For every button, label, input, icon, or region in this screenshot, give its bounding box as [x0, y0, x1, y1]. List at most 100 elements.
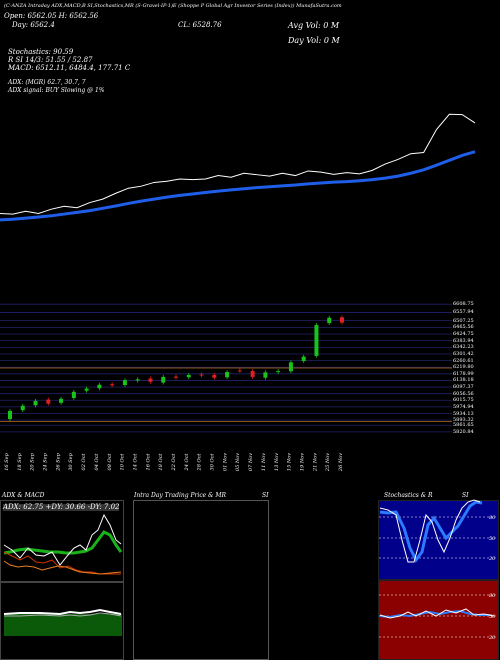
candle — [250, 371, 255, 377]
adx-panel-title: ADX & MACD — [2, 492, 45, 499]
stoch-title: Stochastics & R — [384, 492, 433, 499]
candle — [288, 362, 293, 372]
price-axis-label: 6342.23 — [453, 344, 474, 351]
rsi-blue-line — [379, 609, 490, 619]
price-axis-label: 5861.65 — [453, 422, 474, 429]
price-grid — [0, 303, 452, 433]
candle — [263, 372, 268, 378]
candle — [46, 399, 51, 404]
x-axis-label: 10 Oct — [120, 453, 126, 471]
x-axis-label: 30 Sep — [68, 452, 74, 470]
cl-label: CL: 6528.76 — [178, 21, 222, 29]
x-axis: 16 Sep 18 Sep 20 Sep 24 Sep 26 Sep 30 Sep 02 O… — [4, 452, 344, 472]
candle — [276, 371, 281, 373]
macd-signal-line — [4, 612, 122, 617]
x-axis-label: 24 Oct — [184, 453, 190, 472]
x-axis-label: 20 Sep — [30, 452, 36, 471]
x-axis-label: 24 Sep — [43, 452, 49, 471]
price-axis-label: 6056.56 — [453, 390, 474, 397]
candlestick-chart: 16 Sep 18 Sep 20 Sep 24 Sep 26 Sep 30 Sep 02 O… — [0, 303, 452, 472]
ema-series-white — [0, 113, 476, 215]
candle — [135, 379, 140, 381]
avg-vol: Avg Vol: 0 M — [288, 21, 340, 30]
candle — [199, 374, 204, 376]
rsi-text: R SI 14/3: 51.55 / 52.87 — [8, 56, 93, 64]
x-axis-label: 07 Nov — [248, 453, 254, 471]
x-axis-label: 16 Sep — [4, 452, 10, 470]
candle — [84, 388, 89, 391]
price-axis-label: 5974.94 — [453, 403, 474, 410]
price-axis-label: 6097.37 — [453, 384, 474, 391]
adx-line-orange — [3, 560, 122, 575]
x-axis-label: 30 Oct — [210, 453, 216, 471]
x-axis-label: 25 Nov — [325, 453, 331, 472]
stoch-level-80: 80 — [489, 515, 496, 521]
candle — [148, 378, 153, 382]
stoch-k-line — [379, 500, 483, 563]
x-axis-label: 28 Oct — [197, 453, 203, 472]
intra-title-suffix: SI — [262, 492, 269, 499]
day-label: Day: 6562.4 — [12, 21, 55, 29]
candles — [8, 315, 344, 421]
candle — [110, 384, 115, 386]
x-axis-label: 16 Oct — [145, 453, 151, 471]
x-axis-label: 15 Nov — [287, 453, 293, 471]
price-axis-label: 6301.42 — [453, 350, 474, 357]
adx-text: ADX: (MGR) 62.7, 30.7, 7 — [8, 79, 86, 86]
rsi-level-80: 80 — [489, 593, 496, 599]
price-axis-label: 6507.25 — [453, 317, 474, 324]
x-axis-label: 26 Nov — [338, 453, 344, 472]
price-axis-label: 5820.84 — [453, 428, 474, 435]
stoch-level-50: 50 — [489, 536, 496, 542]
candle — [122, 380, 127, 386]
day-vol: Day Vol: 0 M — [288, 36, 340, 45]
price-axis-label: 6015.75 — [453, 397, 474, 404]
x-axis-label: 26 Sep — [55, 452, 61, 471]
candle — [186, 374, 191, 378]
candle — [59, 398, 64, 403]
x-axis-label: 01 Nov — [222, 453, 228, 471]
candle — [314, 325, 319, 356]
ema-line-chart — [0, 113, 476, 222]
macd-line-white — [3, 608, 122, 616]
header-line: (C-ANZA Intraday ADX,MACD,B SI,Stochasti… — [4, 3, 342, 9]
price-axis-label: 6465.56 — [453, 324, 474, 331]
adx-panel: ADX: 62.75 +DY: 30.66 -DY: 7.02 — [0, 500, 124, 582]
macd-histogram — [4, 614, 122, 636]
ema-series-blue — [0, 150, 476, 222]
price-axis-label: 5934.13 — [453, 410, 474, 417]
x-axis-label: 22 Oct — [171, 453, 177, 472]
candle — [33, 400, 38, 406]
x-axis-label: 02 Oct — [81, 453, 87, 471]
price-axis-label: 6138.18 — [453, 377, 474, 384]
x-axis-label: 05 Nov — [235, 453, 241, 471]
rsi-level-20: 20 — [488, 635, 496, 641]
intra-title: Intra Day Trading Price & MR — [134, 492, 227, 499]
candle — [20, 405, 25, 411]
open-label: Open: 6562.05 H: 6562.56 — [4, 12, 99, 20]
candle — [174, 376, 178, 378]
price-axis-label: 6608.75 — [453, 301, 474, 308]
x-axis-label: 18 Sep — [17, 452, 23, 470]
price-axis-label: 6383.94 — [453, 337, 474, 344]
stochastics-text: Stochastics: 90.59 — [8, 48, 74, 56]
adx-line-green — [3, 530, 123, 555]
rsi-panel — [378, 580, 499, 660]
price-axis-label: 6424.75 — [453, 331, 474, 337]
x-axis-label: 04 Oct — [94, 453, 100, 471]
adx-line-white — [3, 513, 122, 566]
candle — [225, 372, 230, 378]
candle — [327, 317, 332, 324]
candle — [97, 384, 102, 389]
x-axis-label: 08 Oct — [107, 453, 113, 471]
rsi-level-50: 50 — [489, 614, 496, 620]
price-axis-label: 6178.99 — [453, 370, 474, 377]
x-axis-label: 13 Nov — [274, 453, 280, 471]
candle — [301, 356, 306, 362]
price-axis-label: 6219.80 — [453, 364, 474, 371]
x-axis-label: 19 Nov — [299, 453, 305, 471]
price-axis-label: 6557.94 — [453, 309, 474, 316]
x-axis-label: 18 Oct — [158, 453, 164, 471]
x-axis-label: 21 Nov — [312, 453, 318, 472]
